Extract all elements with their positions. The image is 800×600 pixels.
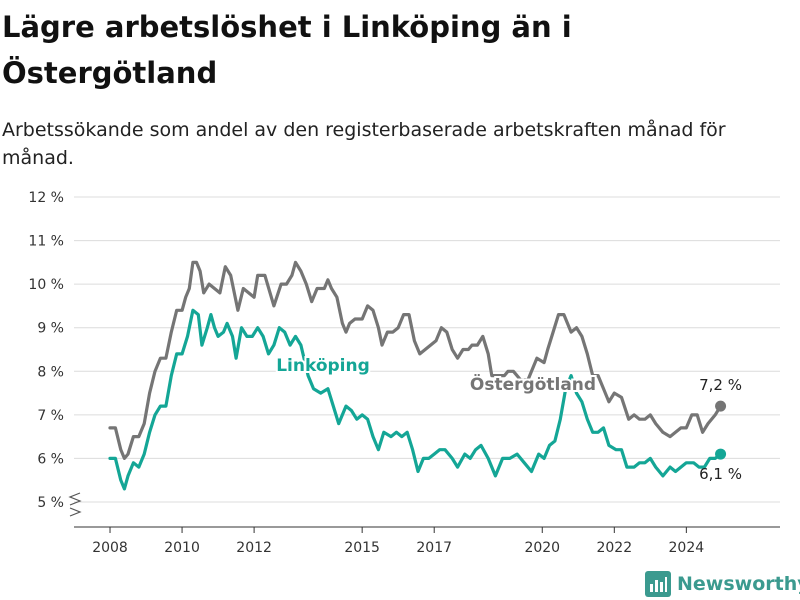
y-tick-label: 6 % <box>37 451 64 467</box>
brand-logo: Newsworthy <box>645 570 800 598</box>
axis-break-icon <box>68 492 82 506</box>
series-name-label: Linköping <box>276 356 370 376</box>
x-tick-label: 2024 <box>669 540 705 556</box>
series-name-label: Östergötland <box>470 373 596 395</box>
series-end-point <box>715 400 727 412</box>
y-tick-label: 9 % <box>37 321 64 337</box>
chart-title: Lägre arbetslöshet i Linköping än i Öste… <box>2 10 572 90</box>
series-end-label: 6,1 % <box>699 465 742 483</box>
x-tick-label: 2017 <box>416 540 452 556</box>
x-tick-label: 2022 <box>596 540 632 556</box>
y-tick-label: 12 % <box>28 190 64 206</box>
x-tick-label: 2015 <box>344 540 380 556</box>
chart-subtitle: Arbetssökande som andel av den registerb… <box>2 119 726 169</box>
series-line <box>108 308 723 491</box>
y-tick-label: 5 % <box>37 495 64 511</box>
x-tick-label: 2008 <box>92 540 128 556</box>
y-tick-label: 7 % <box>37 408 64 424</box>
series-line <box>108 260 723 460</box>
x-tick-label: 2012 <box>236 540 272 556</box>
x-tick-label: 2010 <box>164 540 200 556</box>
newsworthy-logo-icon <box>645 571 671 597</box>
brand-name: Newsworthy <box>677 573 800 595</box>
y-tick-label: 10 % <box>28 277 64 293</box>
series-end-point <box>715 448 727 460</box>
x-tick-label: 2020 <box>524 540 560 556</box>
series-end-label: 7,2 % <box>699 376 742 394</box>
y-tick-label: 11 % <box>28 234 64 250</box>
axis-break-icon <box>69 507 82 517</box>
y-tick-label: 8 % <box>37 364 64 380</box>
